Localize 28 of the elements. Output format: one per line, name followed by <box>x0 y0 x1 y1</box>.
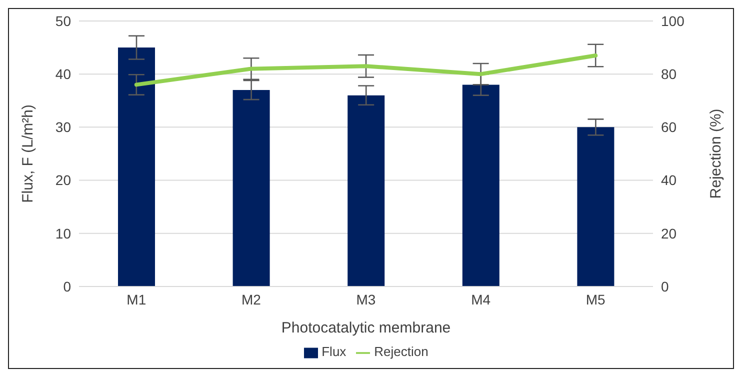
x-tick-label: M5 <box>586 291 606 308</box>
y-tick-label: 40 <box>55 66 72 82</box>
y2-tick-label: 20 <box>661 225 677 242</box>
bar <box>348 95 385 286</box>
y2-tick-label: 60 <box>661 119 677 136</box>
legend-label: Flux <box>322 344 346 360</box>
y-tick-label: 50 <box>55 12 72 29</box>
bar <box>577 127 614 286</box>
y2-tick-label: 0 <box>661 278 669 294</box>
y-tick-label: 30 <box>55 119 72 136</box>
y-tick-label: 10 <box>55 225 72 242</box>
y2-tick-label: 40 <box>661 172 677 188</box>
legend-label: Rejection <box>374 344 428 360</box>
y2-tick-label: 80 <box>661 66 677 82</box>
y-axis-title: Flux, F (L/m²h) <box>19 104 36 203</box>
x-tick-label: M2 <box>241 291 262 308</box>
bar <box>462 84 500 286</box>
bar <box>118 48 155 286</box>
y2-axis-title: Rejection (%) <box>707 108 724 199</box>
x-axis-title: Photocatalytic membrane <box>281 319 451 336</box>
y2-tick-label: 100 <box>661 12 685 29</box>
bar <box>232 90 270 286</box>
y-tick-label: 0 <box>63 278 72 294</box>
line-series <box>134 54 598 87</box>
x-tick-label: M4 <box>471 291 491 308</box>
y-tick-label: 20 <box>55 172 72 188</box>
x-tick-label: M1 <box>126 291 146 308</box>
x-tick-label: M3 <box>356 291 376 308</box>
